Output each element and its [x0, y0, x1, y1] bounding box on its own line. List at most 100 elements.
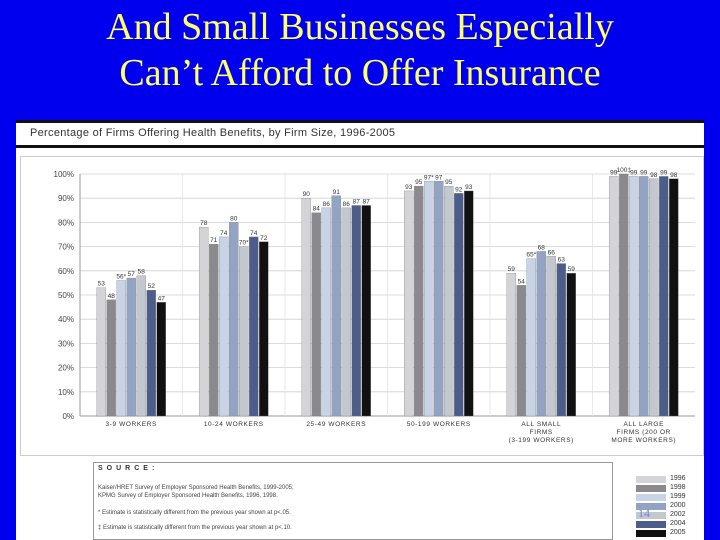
- y-tick-label: 50%: [58, 291, 74, 300]
- bar: [516, 285, 526, 417]
- bar: [629, 176, 639, 417]
- x-category-label: FIRMS (200 OR: [617, 429, 671, 436]
- data-label: 99: [660, 169, 668, 176]
- bar: [506, 273, 516, 417]
- legend-label: 2000: [670, 502, 686, 509]
- data-label: 74: [250, 230, 258, 237]
- data-label: 87: [353, 198, 361, 205]
- bar: [414, 185, 424, 417]
- bar: [566, 273, 576, 417]
- bar: [669, 178, 679, 417]
- data-label: 95: [415, 179, 423, 186]
- x-category-label: 10-24 WORKERS: [204, 421, 264, 428]
- chart-legend: 1996 1998 1999 2000 2002 2004 2005: [632, 470, 704, 540]
- x-category-label: 25-49 WORKERS: [306, 421, 366, 428]
- data-label: 84: [313, 206, 321, 213]
- legend-label: 1999: [670, 493, 686, 500]
- data-label: 54: [518, 278, 526, 285]
- bar: [464, 190, 474, 417]
- bar: [146, 290, 156, 417]
- data-label: 47: [158, 295, 166, 302]
- bar: [454, 193, 464, 417]
- bar: [199, 227, 209, 417]
- data-label: 59: [508, 266, 516, 273]
- y-tick-label: 70%: [58, 243, 74, 252]
- legend-label: 1998: [670, 484, 686, 491]
- chart-title: Percentage of Firms Offering Health Bene…: [30, 127, 396, 139]
- data-label: 52: [148, 283, 156, 290]
- legend-swatch: [636, 521, 666, 528]
- bar: [404, 190, 414, 417]
- y-tick-label: 40%: [58, 315, 74, 324]
- slide-title-line-2: Can’t Afford to Offer Insurance: [119, 52, 601, 94]
- x-category-label: (3-199 WORKERS): [509, 437, 574, 444]
- data-label: 57: [128, 271, 136, 278]
- bar: [331, 195, 341, 417]
- legend-swatch: [636, 476, 666, 483]
- data-label: 100‡: [617, 167, 632, 174]
- data-label: 70*: [239, 240, 249, 247]
- data-label: 87: [363, 198, 371, 205]
- data-label: 92: [455, 186, 463, 193]
- data-label: 86: [323, 201, 331, 208]
- data-label: 95: [445, 179, 453, 186]
- bar: [536, 251, 546, 417]
- data-label: 66: [548, 249, 556, 256]
- x-category-label: MORE WORKERS): [611, 437, 676, 444]
- y-tick-label: 0%: [62, 412, 74, 421]
- bar: [444, 185, 454, 417]
- data-label: 48: [108, 293, 116, 300]
- x-category-label: ALL LARGE: [623, 421, 664, 428]
- legend-swatch: [636, 503, 666, 510]
- data-label: 65*: [526, 252, 536, 259]
- data-label: 59: [568, 266, 576, 273]
- legend-label: 2004: [670, 520, 686, 527]
- data-label: 58: [138, 269, 146, 276]
- bar: [229, 222, 239, 417]
- x-category-label: ALL SMALL: [521, 421, 561, 428]
- bar: [209, 244, 219, 417]
- data-label: 99: [610, 169, 618, 176]
- legend-swatch: [636, 530, 666, 537]
- data-label: 91: [333, 189, 341, 196]
- data-label: 56*: [116, 273, 126, 280]
- legend-label: 2002: [670, 511, 686, 518]
- data-label: 71: [210, 237, 218, 244]
- y-tick-label: 60%: [58, 267, 74, 276]
- bar: [156, 302, 166, 417]
- data-label: 93: [465, 184, 473, 191]
- y-tick-label: 10%: [58, 388, 74, 397]
- bar: [609, 176, 619, 417]
- legend-label: 2005: [670, 529, 686, 536]
- data-label: 72: [260, 235, 268, 242]
- legend-swatch: [636, 485, 666, 492]
- data-label: 80: [230, 215, 238, 222]
- x-category-label: 50-199 WORKERS: [407, 421, 471, 428]
- data-label: 97*: [424, 174, 434, 181]
- bar: [556, 263, 566, 417]
- bar: [249, 236, 259, 417]
- bar: [526, 258, 536, 417]
- data-label: 68: [538, 244, 546, 251]
- bar: [239, 246, 249, 417]
- source-heading: SOURCE:: [98, 465, 159, 472]
- legend-label: 1996: [670, 475, 686, 482]
- bar: [546, 256, 556, 417]
- bar: [424, 181, 434, 417]
- slide-title-line-1: And Small Businesses Especially: [106, 6, 614, 48]
- slide-number: 14: [638, 506, 650, 520]
- source-line-2: KPMG Survey of Employer Sponsored Health…: [98, 493, 278, 499]
- bar: [259, 241, 269, 417]
- bar: [361, 205, 371, 417]
- legend-swatch: [636, 494, 666, 501]
- y-tick-label: 80%: [58, 218, 74, 227]
- source-note-1: * Estimate is statistically different fr…: [98, 510, 291, 516]
- y-tick-label: 90%: [58, 194, 74, 203]
- source-note-2: ‡ Estimate is statistically different fr…: [98, 525, 292, 531]
- data-label: 93: [405, 184, 413, 191]
- y-tick-label: 20%: [58, 364, 74, 373]
- bar: [311, 212, 321, 417]
- data-label: 97: [435, 174, 443, 181]
- data-label: 86: [343, 201, 351, 208]
